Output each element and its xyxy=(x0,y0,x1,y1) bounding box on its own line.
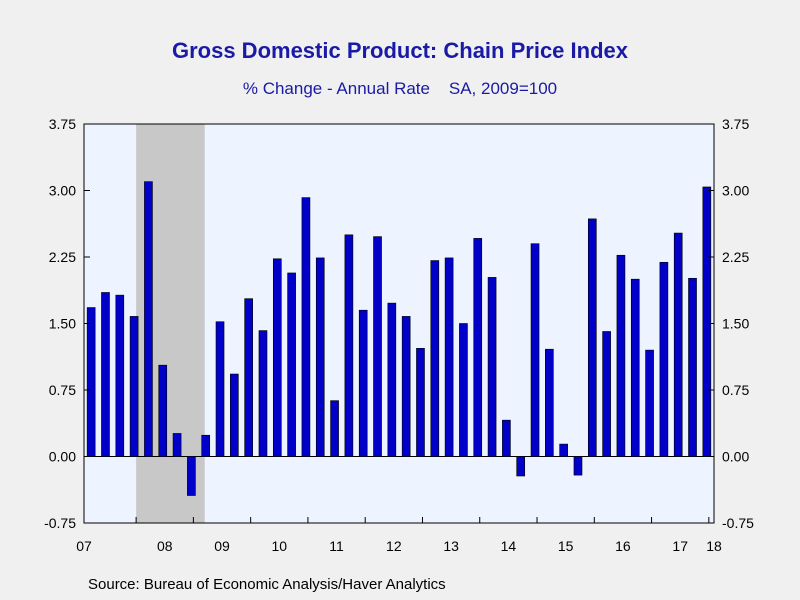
bar xyxy=(315,257,325,457)
bar xyxy=(287,272,296,457)
x-tick-label: 15 xyxy=(558,538,574,554)
x-tick-label: 14 xyxy=(501,538,517,554)
y-axis-left: 3.75 3.00 2.25 1.50 0.75 0.00 -0.75 xyxy=(44,116,90,531)
bar xyxy=(587,218,597,457)
x-tick-label: 08 xyxy=(157,538,173,554)
bar xyxy=(387,302,397,457)
y-tick-label-left: -0.75 xyxy=(44,515,76,531)
bar xyxy=(645,349,654,457)
source-note: Source: Bureau of Economic Analysis/Have… xyxy=(88,576,446,593)
bar-series xyxy=(86,181,712,496)
bar xyxy=(473,238,483,457)
bar xyxy=(502,419,511,457)
bar xyxy=(559,443,568,457)
bar xyxy=(616,254,626,457)
bar xyxy=(244,298,253,457)
y-tick-label-right: -0.75 xyxy=(722,515,754,531)
x-tick-label: 09 xyxy=(214,538,230,554)
y-tick-label-left: 3.75 xyxy=(49,116,76,132)
bar xyxy=(344,234,354,457)
bar xyxy=(673,232,683,457)
bar xyxy=(258,330,268,457)
x-tick-label: 18 xyxy=(706,538,722,554)
bar xyxy=(201,434,211,457)
chart-subtitle: % Change - Annual Rate SA, 2009=100 xyxy=(242,79,558,98)
x-tick-label: 13 xyxy=(443,538,459,554)
bar xyxy=(172,433,182,457)
bar xyxy=(659,262,669,457)
bar xyxy=(602,331,611,457)
bar xyxy=(573,456,583,476)
bar xyxy=(459,323,468,457)
bar xyxy=(215,321,225,457)
y-tick-label-right: 1.50 xyxy=(722,316,749,332)
y-tick-label-left: 0.75 xyxy=(49,382,76,398)
bar xyxy=(444,257,454,457)
bar xyxy=(129,316,139,457)
x-tick-label: 12 xyxy=(386,538,402,554)
y-tick-label-right: 2.25 xyxy=(722,249,749,265)
bar xyxy=(358,309,368,457)
bar xyxy=(416,348,425,457)
y-axis-right: 3.75 3.00 2.25 1.50 0.75 0.00 -0.75 xyxy=(708,116,754,531)
bar xyxy=(530,243,540,457)
x-tick-label: 17 xyxy=(672,538,688,554)
y-tick-label-left: 1.50 xyxy=(49,316,76,332)
x-tick-label: 10 xyxy=(272,538,288,554)
bar xyxy=(702,186,712,457)
bar xyxy=(630,278,640,457)
bar xyxy=(101,292,110,457)
y-tick-label-right: 3.00 xyxy=(722,183,749,199)
bar xyxy=(688,277,697,457)
bar xyxy=(430,260,440,457)
y-tick-label-right: 0.00 xyxy=(722,449,749,465)
x-tick-label: 07 xyxy=(76,538,92,554)
chart-title: Gross Domestic Product: Chain Price Inde… xyxy=(171,38,628,63)
y-tick-label-right: 0.75 xyxy=(722,382,749,398)
bar xyxy=(301,197,311,457)
bar xyxy=(115,294,125,457)
x-tick-label: 11 xyxy=(329,538,344,554)
x-axis: 07 08 09 10 11 12 13 14 15 16 17 18 xyxy=(76,517,722,554)
y-tick-label-right: 3.75 xyxy=(722,116,749,132)
bar xyxy=(401,316,411,457)
y-tick-label-left: 0.00 xyxy=(49,449,76,465)
y-tick-label-left: 2.25 xyxy=(49,249,76,265)
y-tick-label-left: 3.00 xyxy=(49,183,76,199)
bar xyxy=(230,373,239,457)
bar xyxy=(272,258,282,457)
bar xyxy=(487,277,497,457)
bar xyxy=(86,307,96,457)
bar xyxy=(187,456,196,496)
bar xyxy=(158,364,168,457)
bar xyxy=(516,456,526,477)
bar xyxy=(330,400,339,457)
bar xyxy=(144,181,153,457)
bar xyxy=(545,348,554,457)
bar xyxy=(373,236,382,457)
x-tick-label: 16 xyxy=(615,538,631,554)
